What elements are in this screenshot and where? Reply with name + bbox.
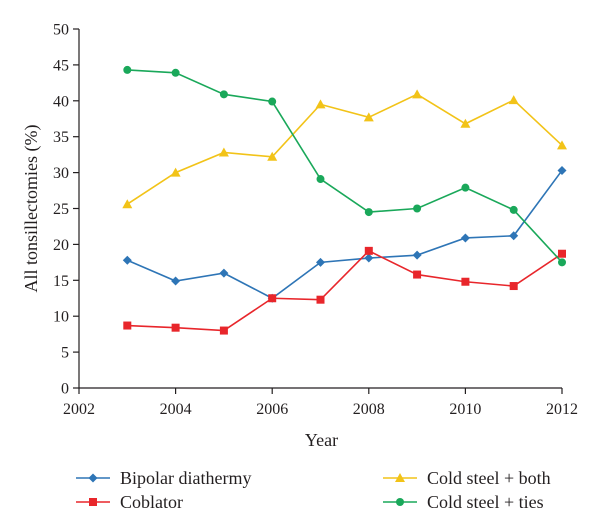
series-line — [126, 169, 563, 300]
data-point — [412, 250, 422, 260]
data-point — [364, 246, 373, 255]
y-tick-label: 45 — [53, 57, 69, 74]
legend-marker — [88, 473, 98, 483]
data-point — [558, 249, 566, 258]
x-tick-label: 2008 — [353, 401, 385, 418]
data-point — [315, 99, 326, 109]
data-point — [171, 323, 180, 332]
y-axis-title: All tonsillectomies (%) — [21, 125, 42, 293]
data-point — [219, 90, 228, 99]
data-point — [123, 65, 132, 74]
series — [123, 65, 566, 267]
data-point — [122, 199, 133, 209]
data-point — [413, 270, 422, 279]
y-tick-label: 0 — [61, 381, 69, 398]
x-tick-label: 2004 — [160, 401, 192, 418]
y-tick-label: 40 — [53, 93, 69, 110]
series-line — [126, 93, 563, 205]
data-point — [508, 95, 519, 105]
data-point — [219, 326, 228, 335]
axes: 0 5 10 15 20 25 30 35 40 45 50 2002 2004 2006 2008 2010… — [53, 22, 578, 419]
data-point — [509, 205, 518, 214]
y-tick-label: 15 — [53, 273, 69, 290]
legend-label: Cold steel + ties — [427, 492, 544, 512]
legend-label: Cold steel + both — [427, 468, 551, 488]
legend-item: Coblator — [76, 492, 183, 512]
data-point — [218, 147, 229, 157]
x-tick-label: 2010 — [449, 401, 481, 418]
x-tick-label: 2012 — [546, 401, 578, 418]
y-tick-label: 5 — [61, 345, 69, 362]
legend-label: Bipolar diathermy — [120, 468, 251, 488]
data-point — [557, 140, 567, 150]
legend: Bipolar diathermy Coblator Cold steel + bo… — [76, 468, 551, 512]
data-point — [219, 268, 229, 278]
series — [122, 89, 567, 209]
x-tick-label: 2002 — [63, 401, 95, 418]
data-point — [267, 151, 278, 161]
y-tick-label: 20 — [53, 237, 69, 254]
data-point — [461, 183, 470, 192]
data-point — [509, 282, 518, 291]
series-layer — [122, 65, 567, 335]
y-tick-label: 25 — [53, 201, 69, 218]
x-tick-label: 2006 — [256, 401, 288, 418]
series-line — [127, 249, 563, 332]
data-point — [170, 167, 181, 177]
series — [123, 246, 566, 335]
data-point — [316, 257, 325, 267]
data-point — [413, 204, 422, 213]
y-tick-label: 30 — [53, 165, 69, 182]
data-point — [171, 276, 181, 286]
data-point — [268, 294, 277, 303]
legend-marker — [395, 473, 405, 482]
data-point — [364, 253, 374, 263]
legend-item: Cold steel + both — [383, 468, 551, 488]
legend-item: Cold steel + ties — [383, 492, 544, 512]
data-point — [268, 97, 277, 106]
data-point — [316, 175, 325, 184]
data-point — [363, 112, 374, 122]
data-point — [412, 89, 423, 99]
y-tick-label: 10 — [53, 309, 69, 326]
data-point — [460, 118, 471, 128]
y-tick-label: 35 — [53, 129, 69, 146]
legend-marker — [89, 498, 97, 506]
x-axis-title: Year — [305, 430, 338, 450]
data-point — [122, 255, 132, 265]
data-point — [171, 68, 180, 77]
data-point — [557, 165, 567, 175]
y-tick-label: 50 — [53, 22, 69, 39]
data-point — [123, 321, 132, 330]
data-point — [509, 231, 519, 241]
data-point — [558, 258, 566, 267]
data-point — [460, 233, 470, 243]
data-point — [364, 208, 373, 217]
legend-label: Coblator — [120, 492, 183, 512]
series-line — [127, 69, 563, 263]
legend-item: Bipolar diathermy — [76, 468, 251, 488]
legend-marker — [396, 498, 404, 506]
data-point — [316, 295, 325, 304]
data-point — [461, 277, 470, 286]
series — [122, 165, 567, 303]
